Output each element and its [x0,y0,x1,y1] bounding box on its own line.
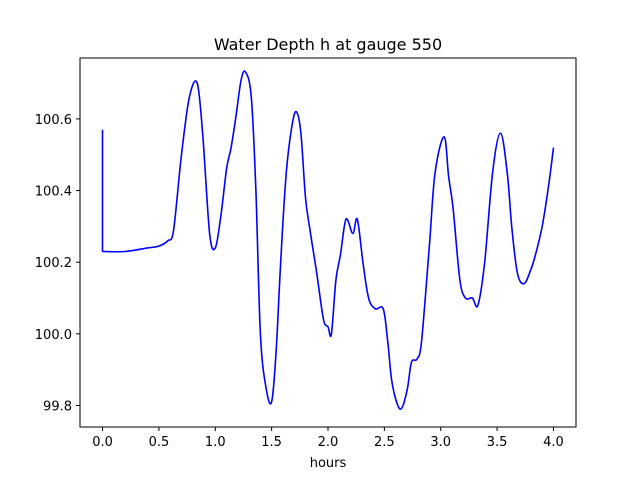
x-axis-ticks: 0.0 0.5 1.0 1.5 2.0 2.5 3.0 3.5 4.0 [92,427,564,450]
x-tick-label: 2.5 [374,435,395,450]
axes-frame [79,57,577,428]
x-axis-label: hours [310,456,347,471]
x-tick-label: 0.0 [92,435,113,450]
y-axis-ticks: 99.8 100.0 100.2 100.4 100.6 [35,113,80,415]
series-line-0 [101,70,555,410]
y-tick-label: 99.8 [43,400,72,415]
x-tick-label: 4.0 [543,435,564,450]
x-tick-label: 3.0 [430,435,451,450]
y-tick-label: 100.0 [35,328,72,343]
y-tick-label: 100.2 [35,256,72,271]
y-tick-label: 100.4 [35,185,72,200]
x-tick-label: 2.0 [318,435,339,450]
plot-area [101,70,555,410]
x-tick-label: 1.0 [205,435,226,450]
chart-title: Water Depth h at gauge 550 [214,35,442,54]
x-tick-label: 1.5 [261,435,282,450]
x-tick-label: 3.5 [487,435,508,450]
y-tick-label: 100.6 [35,113,72,128]
x-tick-label: 0.5 [149,435,170,450]
